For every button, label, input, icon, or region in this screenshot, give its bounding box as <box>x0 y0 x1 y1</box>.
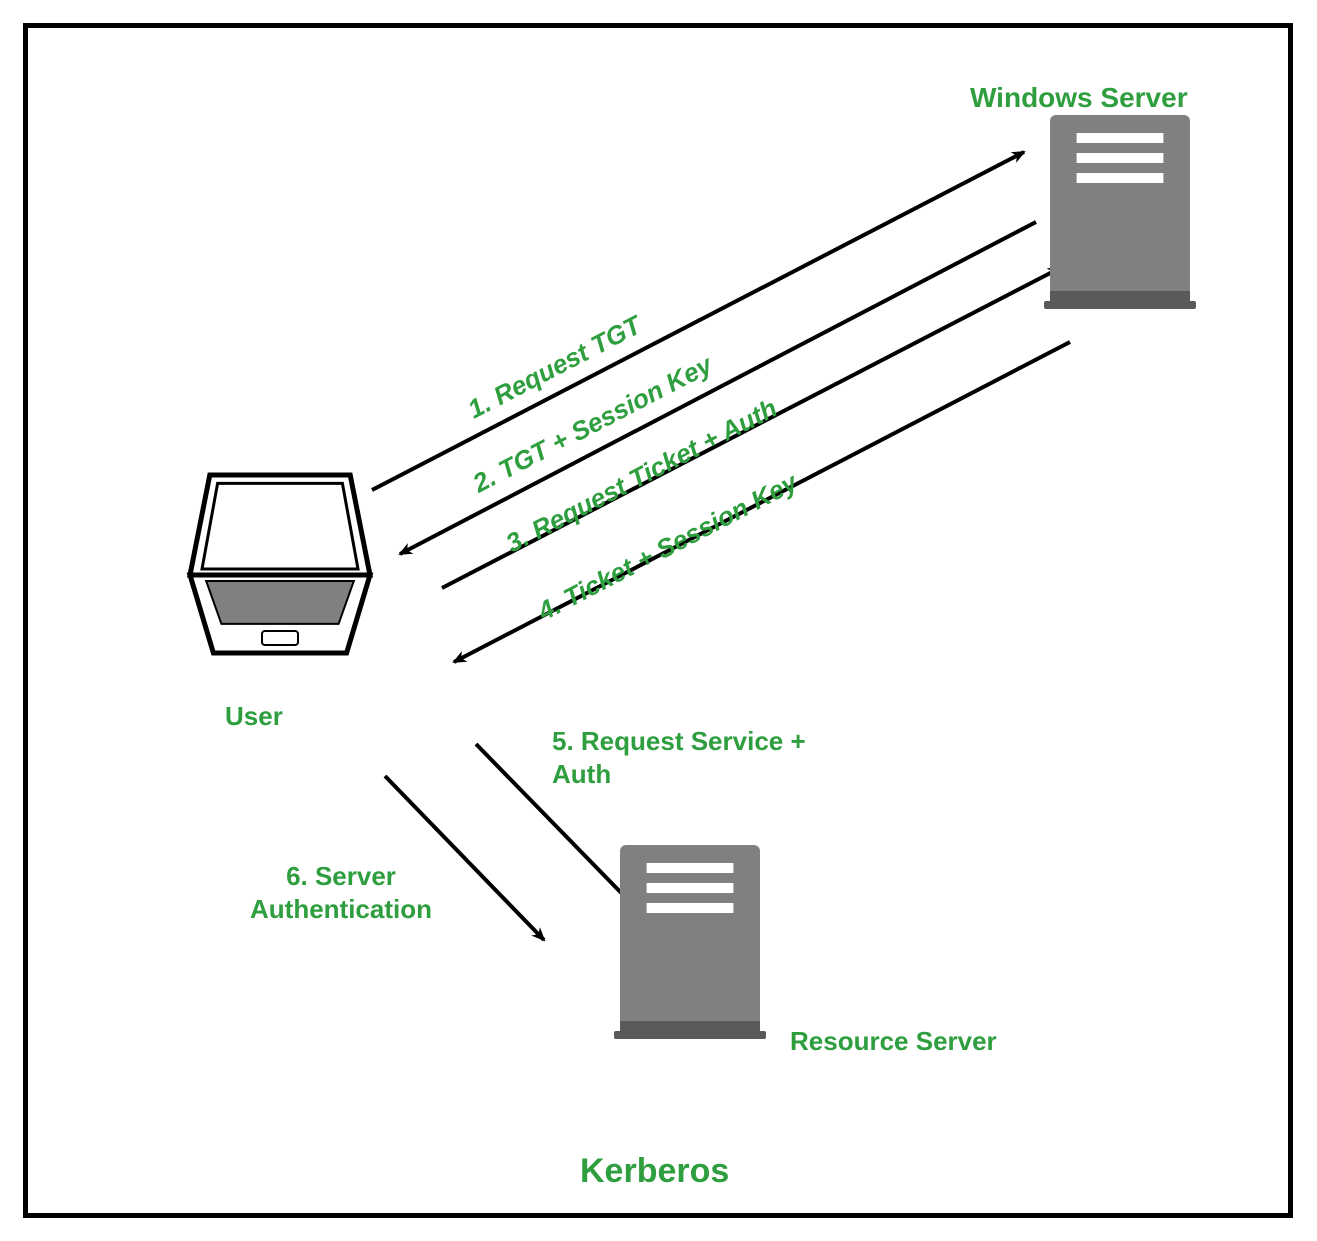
diagram-svg <box>0 0 1317 1241</box>
resource-server-icon <box>614 845 766 1039</box>
diagram-canvas: User Windows Server Resource Server Kerbero… <box>0 0 1317 1241</box>
windows-server-label: Windows Server <box>970 80 1188 115</box>
resource-server-label: Resource Server <box>790 1025 997 1058</box>
diagram-title: Kerberos <box>580 1150 729 1193</box>
arrow-label-a6: 6. Server Authentication <box>250 860 432 925</box>
laptop-icon <box>190 475 370 653</box>
arrow-label-a5: 5. Request Service + Auth <box>552 725 806 790</box>
windows-server-icon <box>1044 115 1196 309</box>
user-label: User <box>225 700 283 733</box>
